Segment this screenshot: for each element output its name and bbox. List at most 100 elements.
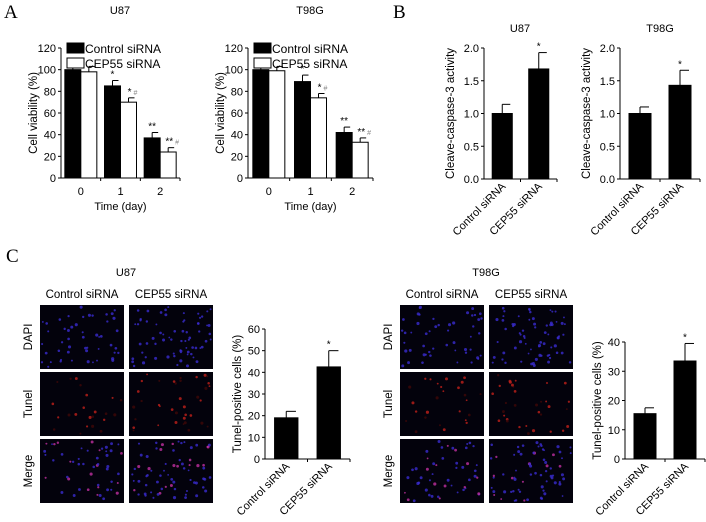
cell-dot [472, 445, 475, 448]
bar-value [528, 68, 550, 180]
cell-dot [166, 355, 170, 359]
cell-dot [567, 400, 570, 403]
cell-dot [145, 320, 149, 323]
micrograph-merge [40, 439, 124, 503]
cell-dot [195, 360, 199, 364]
cell-dot [106, 488, 110, 492]
cell-dot [152, 496, 155, 499]
cell-dot [492, 355, 496, 359]
cell-dot [185, 489, 189, 493]
y-axis-label: Cleave-caspase-3 activity [445, 48, 457, 179]
cell-dot [501, 319, 505, 322]
bar-value [628, 113, 652, 180]
cell-dot [171, 442, 174, 446]
cell-dot [542, 489, 545, 492]
cell-dot [182, 467, 186, 470]
cell-dot [110, 442, 113, 446]
cell-dot [510, 490, 513, 494]
cell-dot [433, 482, 437, 486]
cell-dot [159, 474, 162, 477]
cell-dot [56, 441, 60, 445]
cell-dot [67, 345, 72, 349]
cell-dot [545, 381, 549, 384]
cell-dot [448, 323, 452, 327]
y-tick-label: 40 [608, 337, 620, 349]
cell-dot [146, 309, 150, 313]
micrograph-title: U87 [116, 267, 136, 279]
chart-title: U87 [510, 23, 530, 35]
cell-dot [66, 329, 70, 332]
cell-dot [538, 345, 540, 348]
cell-dot [549, 467, 552, 470]
cell-dot [164, 313, 168, 317]
cell-dot [188, 464, 191, 467]
y-tick-label: 1.5 [464, 76, 479, 88]
cell-dot [89, 472, 93, 476]
y-tick-label: 60 [248, 324, 260, 336]
cell-dot [145, 455, 149, 459]
column-label: Control siRNA [406, 289, 479, 301]
cell-dot [59, 358, 63, 361]
cell-dot [447, 329, 450, 332]
cell-dot [418, 307, 421, 309]
cell-dot [528, 462, 532, 466]
cell-dot [432, 462, 436, 466]
cell-dot [438, 424, 442, 427]
cell-dot [478, 312, 482, 316]
cell-dot [540, 400, 543, 403]
cell-dot [191, 346, 194, 349]
bar-control-sirna [104, 85, 121, 179]
cell-dot [120, 451, 123, 455]
cell-dot [471, 314, 474, 317]
significance-marker: ** # [357, 127, 371, 138]
bar-cep55-sirna [268, 70, 286, 179]
cell-dot [406, 476, 410, 480]
cell-dot [202, 486, 205, 489]
cell-dot [424, 488, 428, 492]
cell-dot [196, 464, 200, 468]
cell-dot [455, 466, 458, 469]
cell-dot [508, 379, 512, 383]
cell-dot [111, 357, 115, 361]
cell-dot [173, 329, 177, 333]
cell-dot [159, 311, 163, 314]
cell-dot [183, 421, 187, 425]
cell-dot [137, 442, 141, 445]
cell-dot [81, 331, 84, 334]
cell-dot [186, 364, 189, 368]
cell-dot [457, 386, 460, 390]
cell-dot [40, 361, 44, 364]
cell-dot [466, 311, 470, 315]
cell-dot [194, 346, 198, 350]
cell-dot [168, 336, 171, 339]
cell-dot [464, 446, 468, 450]
cell-dot [115, 329, 119, 333]
cell-dot [72, 494, 76, 497]
cell-dot [99, 334, 103, 338]
cell-dot [51, 443, 53, 446]
cell-dot [116, 481, 119, 485]
cell-dot [436, 495, 440, 499]
cell-dot [156, 492, 160, 496]
y-tick-label: 60 [44, 108, 56, 120]
cell-dot [513, 389, 517, 393]
significance-marker: * # [318, 83, 328, 94]
cell-dot [105, 313, 108, 316]
cell-dot [164, 308, 167, 312]
cell-dot [199, 399, 202, 402]
cell-dot [41, 320, 44, 323]
cell-dot [188, 336, 192, 340]
cell-dot [513, 477, 517, 481]
cell-dot [106, 464, 110, 469]
cell-dot [51, 402, 55, 406]
cell-dot [57, 349, 61, 353]
cell-dot [539, 413, 543, 416]
cell-dot [531, 429, 536, 433]
cell-dot [44, 476, 47, 479]
micrograph-grid-u87: U87 Control siRNA CEP55 siRNA DAPI Tunel Merg… [23, 267, 213, 503]
cell-dot [531, 317, 535, 321]
cell-dot [405, 419, 408, 423]
cell-dot [403, 331, 407, 335]
legend-swatch [66, 42, 85, 54]
